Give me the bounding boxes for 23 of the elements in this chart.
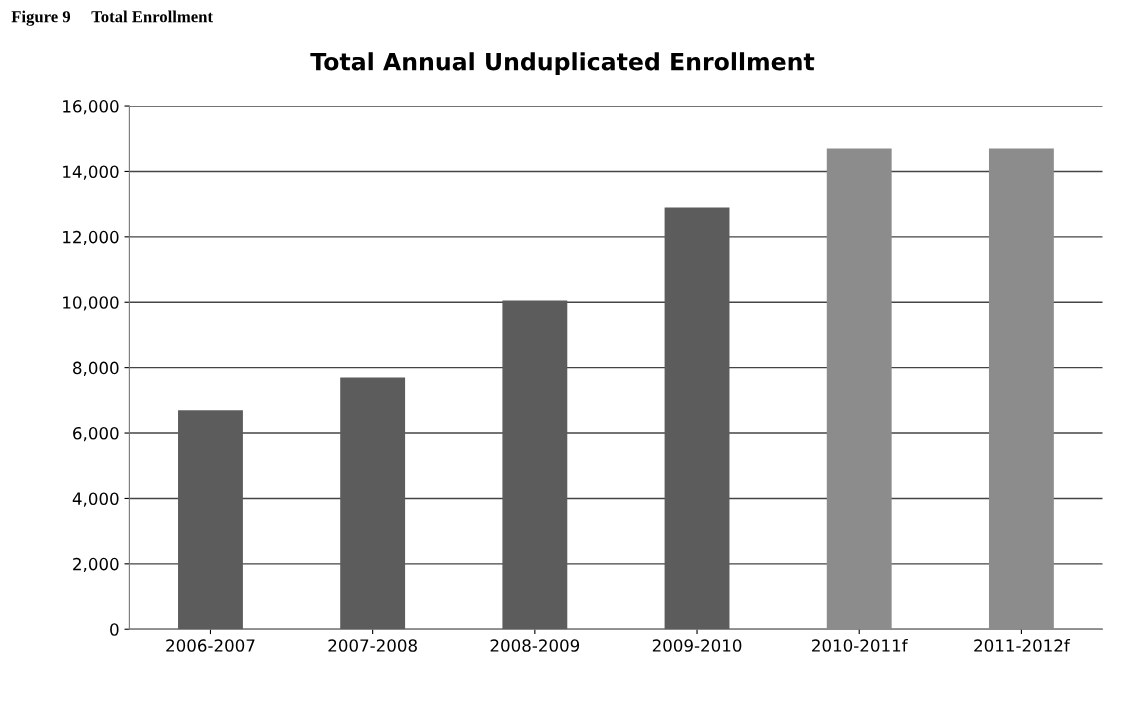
- x-tick-label: 2011-2012f: [974, 638, 1071, 652]
- bar: [340, 377, 406, 630]
- y-tick-label: 4,000: [72, 492, 119, 507]
- y-tick-label: 14,000: [63, 165, 119, 180]
- x-tick-label: 2010-2011f: [812, 638, 908, 652]
- bar: [826, 148, 892, 630]
- x-tick-label: 2009-2010: [652, 639, 742, 652]
- caption: Figure 9 Total Enrollment: [11, 10, 213, 26]
- x-tick-label: 2008-2009: [490, 639, 580, 652]
- bar: [178, 410, 243, 630]
- y-tick-label: 6,000: [73, 427, 119, 442]
- y-tick-label: 0: [110, 623, 119, 636]
- y-tick-label: 2,000: [73, 557, 119, 573]
- bar: [502, 300, 568, 630]
- y-tick-label: 12,000: [63, 230, 119, 246]
- x-tick-label: 2006-2007: [166, 639, 255, 652]
- y-tick-label: 10,000: [63, 296, 119, 311]
- chart-title: Total Annual Unduplicated Enrollment: [310, 52, 815, 76]
- bar: [664, 207, 730, 630]
- y-tick-label: 16,000: [63, 100, 119, 115]
- x-tick-label: 2007-2008: [328, 639, 417, 652]
- bar: [988, 148, 1054, 630]
- y-tick-label: 8,000: [73, 361, 119, 376]
